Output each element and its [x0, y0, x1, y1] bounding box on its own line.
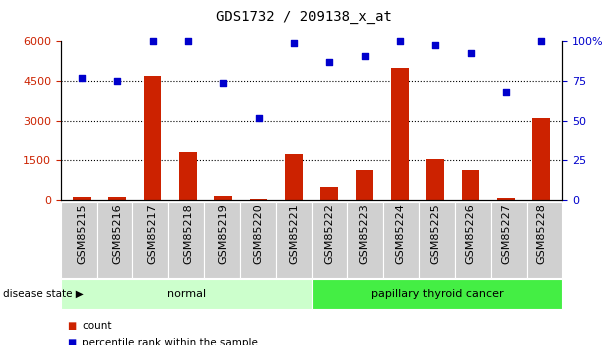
Text: normal: normal [167, 289, 206, 299]
Point [325, 59, 334, 65]
Bar [144, 76, 162, 200]
Bar [179, 152, 197, 200]
Text: ■: ■ [67, 338, 76, 345]
Point [183, 39, 193, 44]
Bar [533, 118, 550, 200]
Bar [285, 154, 303, 200]
Bar [356, 170, 373, 200]
Bar [73, 197, 91, 200]
Point [218, 80, 228, 86]
Text: count: count [82, 321, 112, 331]
Point [536, 39, 546, 44]
Bar [497, 198, 515, 200]
Point [289, 40, 299, 46]
Point [395, 39, 405, 44]
Bar [215, 196, 232, 200]
Bar [461, 170, 479, 200]
Bar [426, 159, 444, 200]
Bar [391, 68, 409, 200]
Point [254, 115, 263, 120]
Point [466, 50, 475, 55]
Text: GDS1732 / 209138_x_at: GDS1732 / 209138_x_at [216, 10, 392, 24]
Bar [108, 197, 126, 200]
Bar [320, 187, 338, 200]
Text: papillary thyroid cancer: papillary thyroid cancer [371, 289, 503, 299]
Text: ■: ■ [67, 321, 76, 331]
Text: disease state ▶: disease state ▶ [3, 289, 84, 299]
Text: percentile rank within the sample: percentile rank within the sample [82, 338, 258, 345]
Point [501, 89, 511, 95]
Point [77, 75, 87, 81]
Point [430, 42, 440, 47]
Point [148, 39, 157, 44]
Point [360, 53, 370, 58]
Point [112, 78, 122, 84]
Bar [250, 199, 268, 200]
